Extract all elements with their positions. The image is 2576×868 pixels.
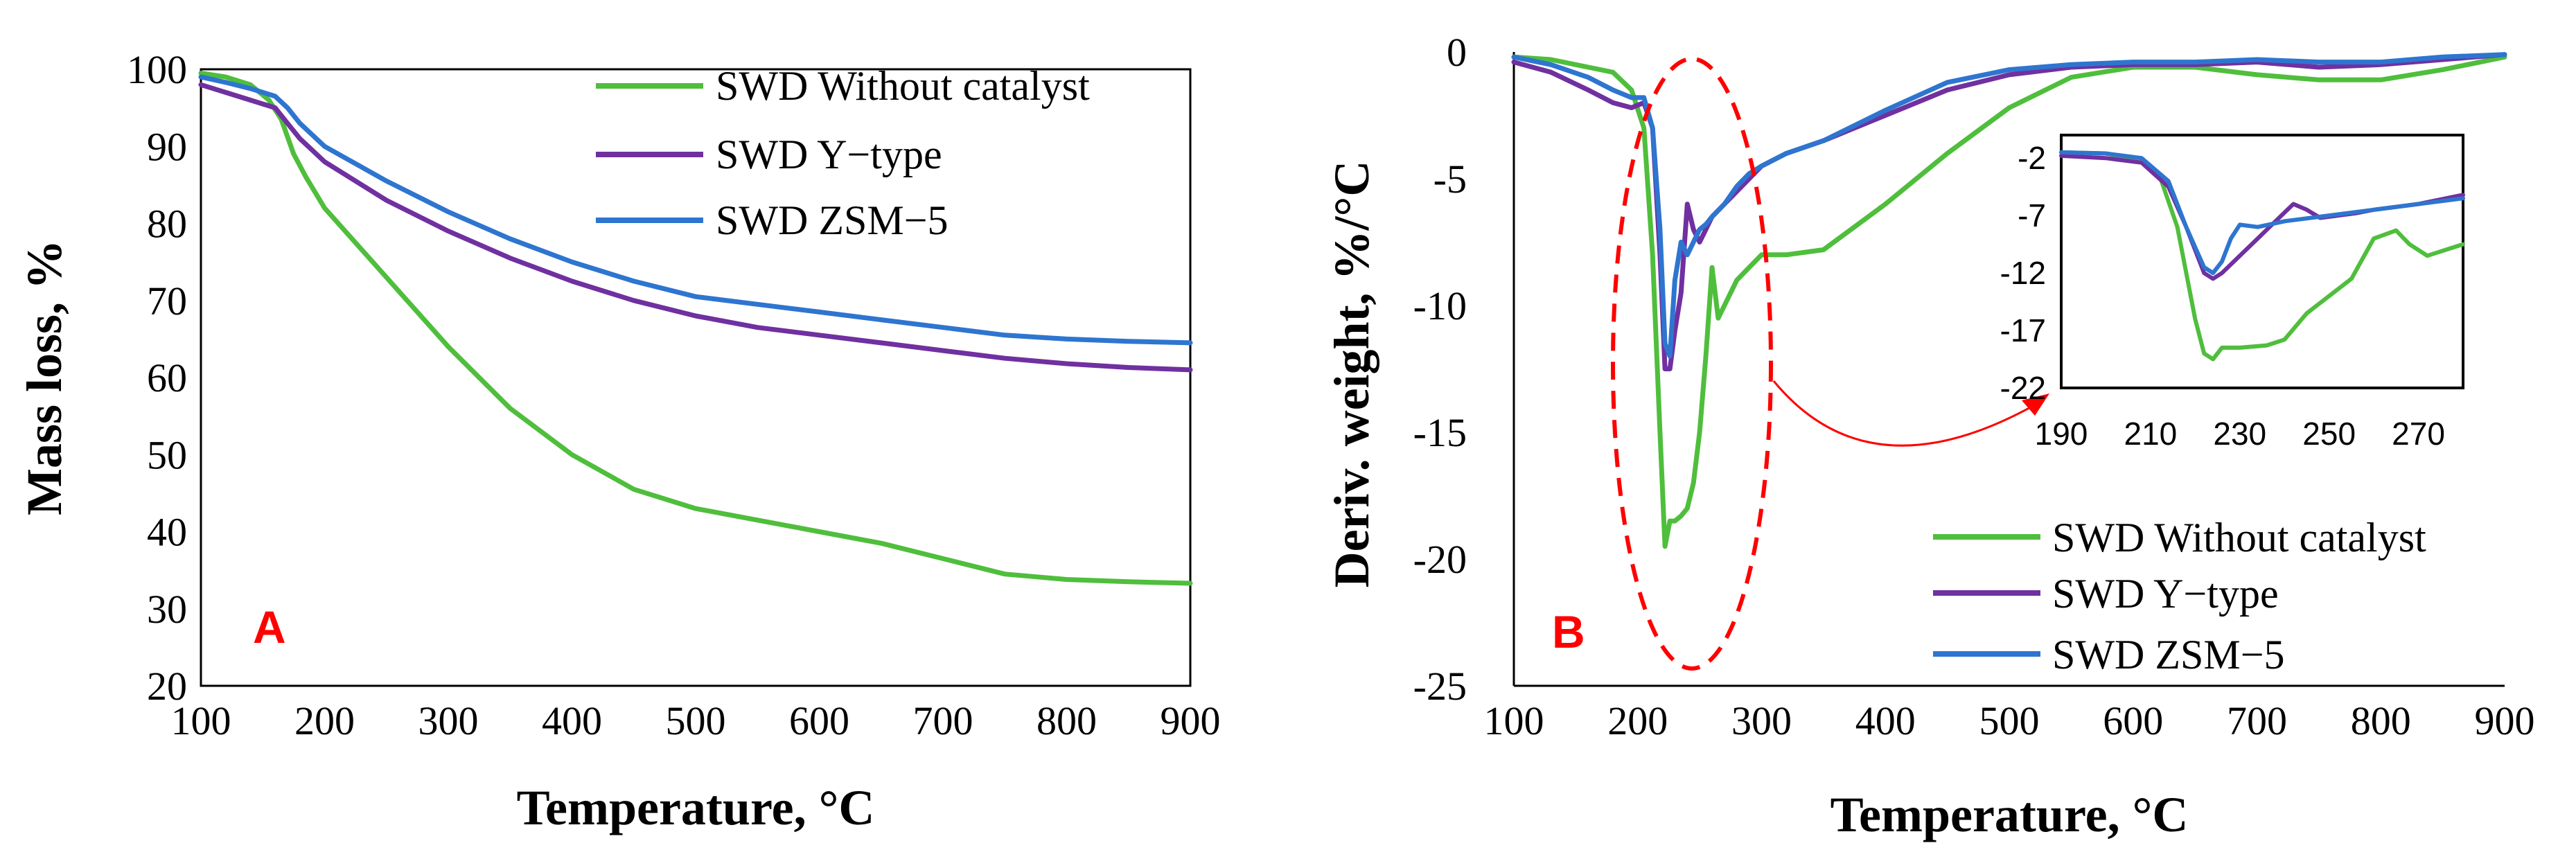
panel-a-legend-label-1: SWD Without catalyst (716, 63, 1090, 109)
panel-a-x-tick-label: 200 (294, 698, 355, 743)
panel-a-legend: SWD Without catalyst SWD Y−type SWD ZSM−… (596, 63, 1090, 243)
panel-a-x-tick-label: 500 (666, 698, 726, 743)
panel-b-y-tick-label: -25 (1413, 664, 1467, 709)
panel-b-x-tick-label: 200 (1607, 698, 1668, 743)
panel-b-legend-label-3: SWD ZSM−5 (2052, 632, 2285, 677)
inset-y-tick-label: -22 (2000, 370, 2046, 406)
inset-series-line-3 (2059, 150, 2465, 276)
panel-b-y-tick-label: -20 (1413, 537, 1467, 582)
panel-a-y-tick-label: 100 (127, 47, 187, 92)
panel-b-x-tick-label: 600 (2103, 698, 2163, 743)
panel-a-x-tick-label: 400 (542, 698, 602, 743)
panel-a-plot-frame (200, 68, 1192, 687)
inset-y-tick-label: -7 (2018, 197, 2046, 233)
panel-a-x-tick-label: 900 (1161, 698, 1221, 743)
panel-a-letter: A (253, 601, 286, 653)
panel-a-x-axis-title: Temperature, °C (517, 780, 875, 835)
panel-b: 0 -5 -10 -15 -20 -25 100 200 300 400 500 600 700 800… (1324, 30, 2535, 842)
inset-x-tick-label: 210 (2124, 416, 2178, 452)
panel-a-y-tick-label: 20 (147, 664, 187, 709)
panel-b-x-tick-label: 300 (1731, 698, 1792, 743)
panel-a-series-line-2 (198, 82, 1193, 373)
panel-a-legend-label-3: SWD ZSM−5 (716, 197, 949, 243)
panel-a-y-ticks: 20 30 40 50 60 70 80 90 100 (127, 47, 187, 709)
panel-a-y-tick-label: 80 (147, 202, 187, 247)
panel-a-series-line-1 (198, 71, 1193, 586)
panel-a-y-tick-label: 50 (147, 432, 187, 477)
inset-x-tick-label: 270 (2392, 416, 2445, 452)
panel-b-legend-label-2: SWD Y−type (2052, 571, 2279, 617)
inset-y-tick-label: -17 (2000, 312, 2046, 348)
inset-series-line-1 (2059, 150, 2465, 362)
panel-a-series-line-3 (198, 74, 1193, 346)
panel-b-x-tick-label: 800 (2351, 698, 2411, 743)
panel-a-y-tick-label: 40 (147, 510, 187, 555)
highlight-ellipse (1611, 57, 1773, 671)
panel-a-x-tick-label: 600 (789, 698, 849, 743)
panel-b-x-tick-label: 700 (2227, 698, 2287, 743)
panel-b-x-tick-label: 500 (1979, 698, 2040, 743)
panel-b-x-axis-title: Temperature, °C (1830, 787, 2189, 842)
callout-arrow (1772, 380, 2041, 447)
panel-a-x-tick-label: 100 (171, 698, 231, 743)
panel-b-y-tick-label: -15 (1413, 410, 1467, 455)
panel-a-y-tick-label: 60 (147, 355, 187, 400)
panel-b-legend-label-1: SWD Without catalyst (2052, 515, 2426, 560)
callout-arrow-head (2022, 393, 2049, 416)
panel-b-x-tick-label: 100 (1484, 698, 1544, 743)
panel-b-y-tick-label: 0 (1447, 30, 1467, 75)
panel-a-legend-label-2: SWD Y−type (716, 132, 942, 177)
panel-a-y-tick-label: 70 (147, 278, 187, 324)
inset-x-tick-label: 190 (2035, 416, 2088, 452)
panel-b-letter: B (1552, 606, 1585, 657)
inset-frame (2060, 134, 2464, 389)
panel-a-x-tick-label: 800 (1036, 698, 1097, 743)
panel-b-y-ticks: 0 -5 -10 -15 -20 -25 (1413, 30, 1467, 709)
panel-a-series (198, 71, 1193, 586)
inset-x-tick-label: 230 (2213, 416, 2266, 452)
inset-series (2059, 150, 2465, 362)
panel-b-x-tick-label: 400 (1855, 698, 1916, 743)
panel-a-x-ticks: 100 200 300 400 500 600 700 800 900 (171, 698, 1221, 743)
panel-a-y-tick-label: 90 (147, 124, 187, 169)
inset-y-ticks: -2 -7 -12 -17 -22 (2000, 140, 2046, 406)
panel-b-x-ticks: 100 200 300 400 500 600 700 800 900 (1484, 698, 2535, 743)
panel-b-x-tick-label: 900 (2475, 698, 2535, 743)
panel-b-y-tick-label: -5 (1433, 157, 1467, 202)
panel-b-y-tick-label: -10 (1413, 283, 1467, 328)
inset-x-ticks: 190 210 230 250 270 (2035, 416, 2445, 452)
inset-y-tick-label: -2 (2018, 140, 2046, 176)
panel-a-x-tick-label: 700 (913, 698, 973, 743)
inset-y-tick-label: -12 (2000, 255, 2046, 291)
inset: -2 -7 -12 -17 -22 190 210 230 250 270 (2000, 134, 2465, 452)
panel-a-y-tick-label: 30 (147, 587, 187, 632)
panel-b-legend: SWD Without catalyst SWD Y−type SWD ZSM−… (1933, 515, 2426, 677)
inset-x-tick-label: 250 (2302, 416, 2356, 452)
panel-b-series-line-1 (1511, 54, 2507, 549)
panel-a: 20 30 40 50 60 70 80 90 100 100 200 300 400 500 600 70… (17, 47, 1221, 835)
panel-a-x-tick-label: 300 (418, 698, 479, 743)
panel-a-y-axis-title: Mass loss, % (17, 240, 72, 515)
panel-b-y-axis-title: Deriv. weight, %/°C (1324, 161, 1379, 588)
